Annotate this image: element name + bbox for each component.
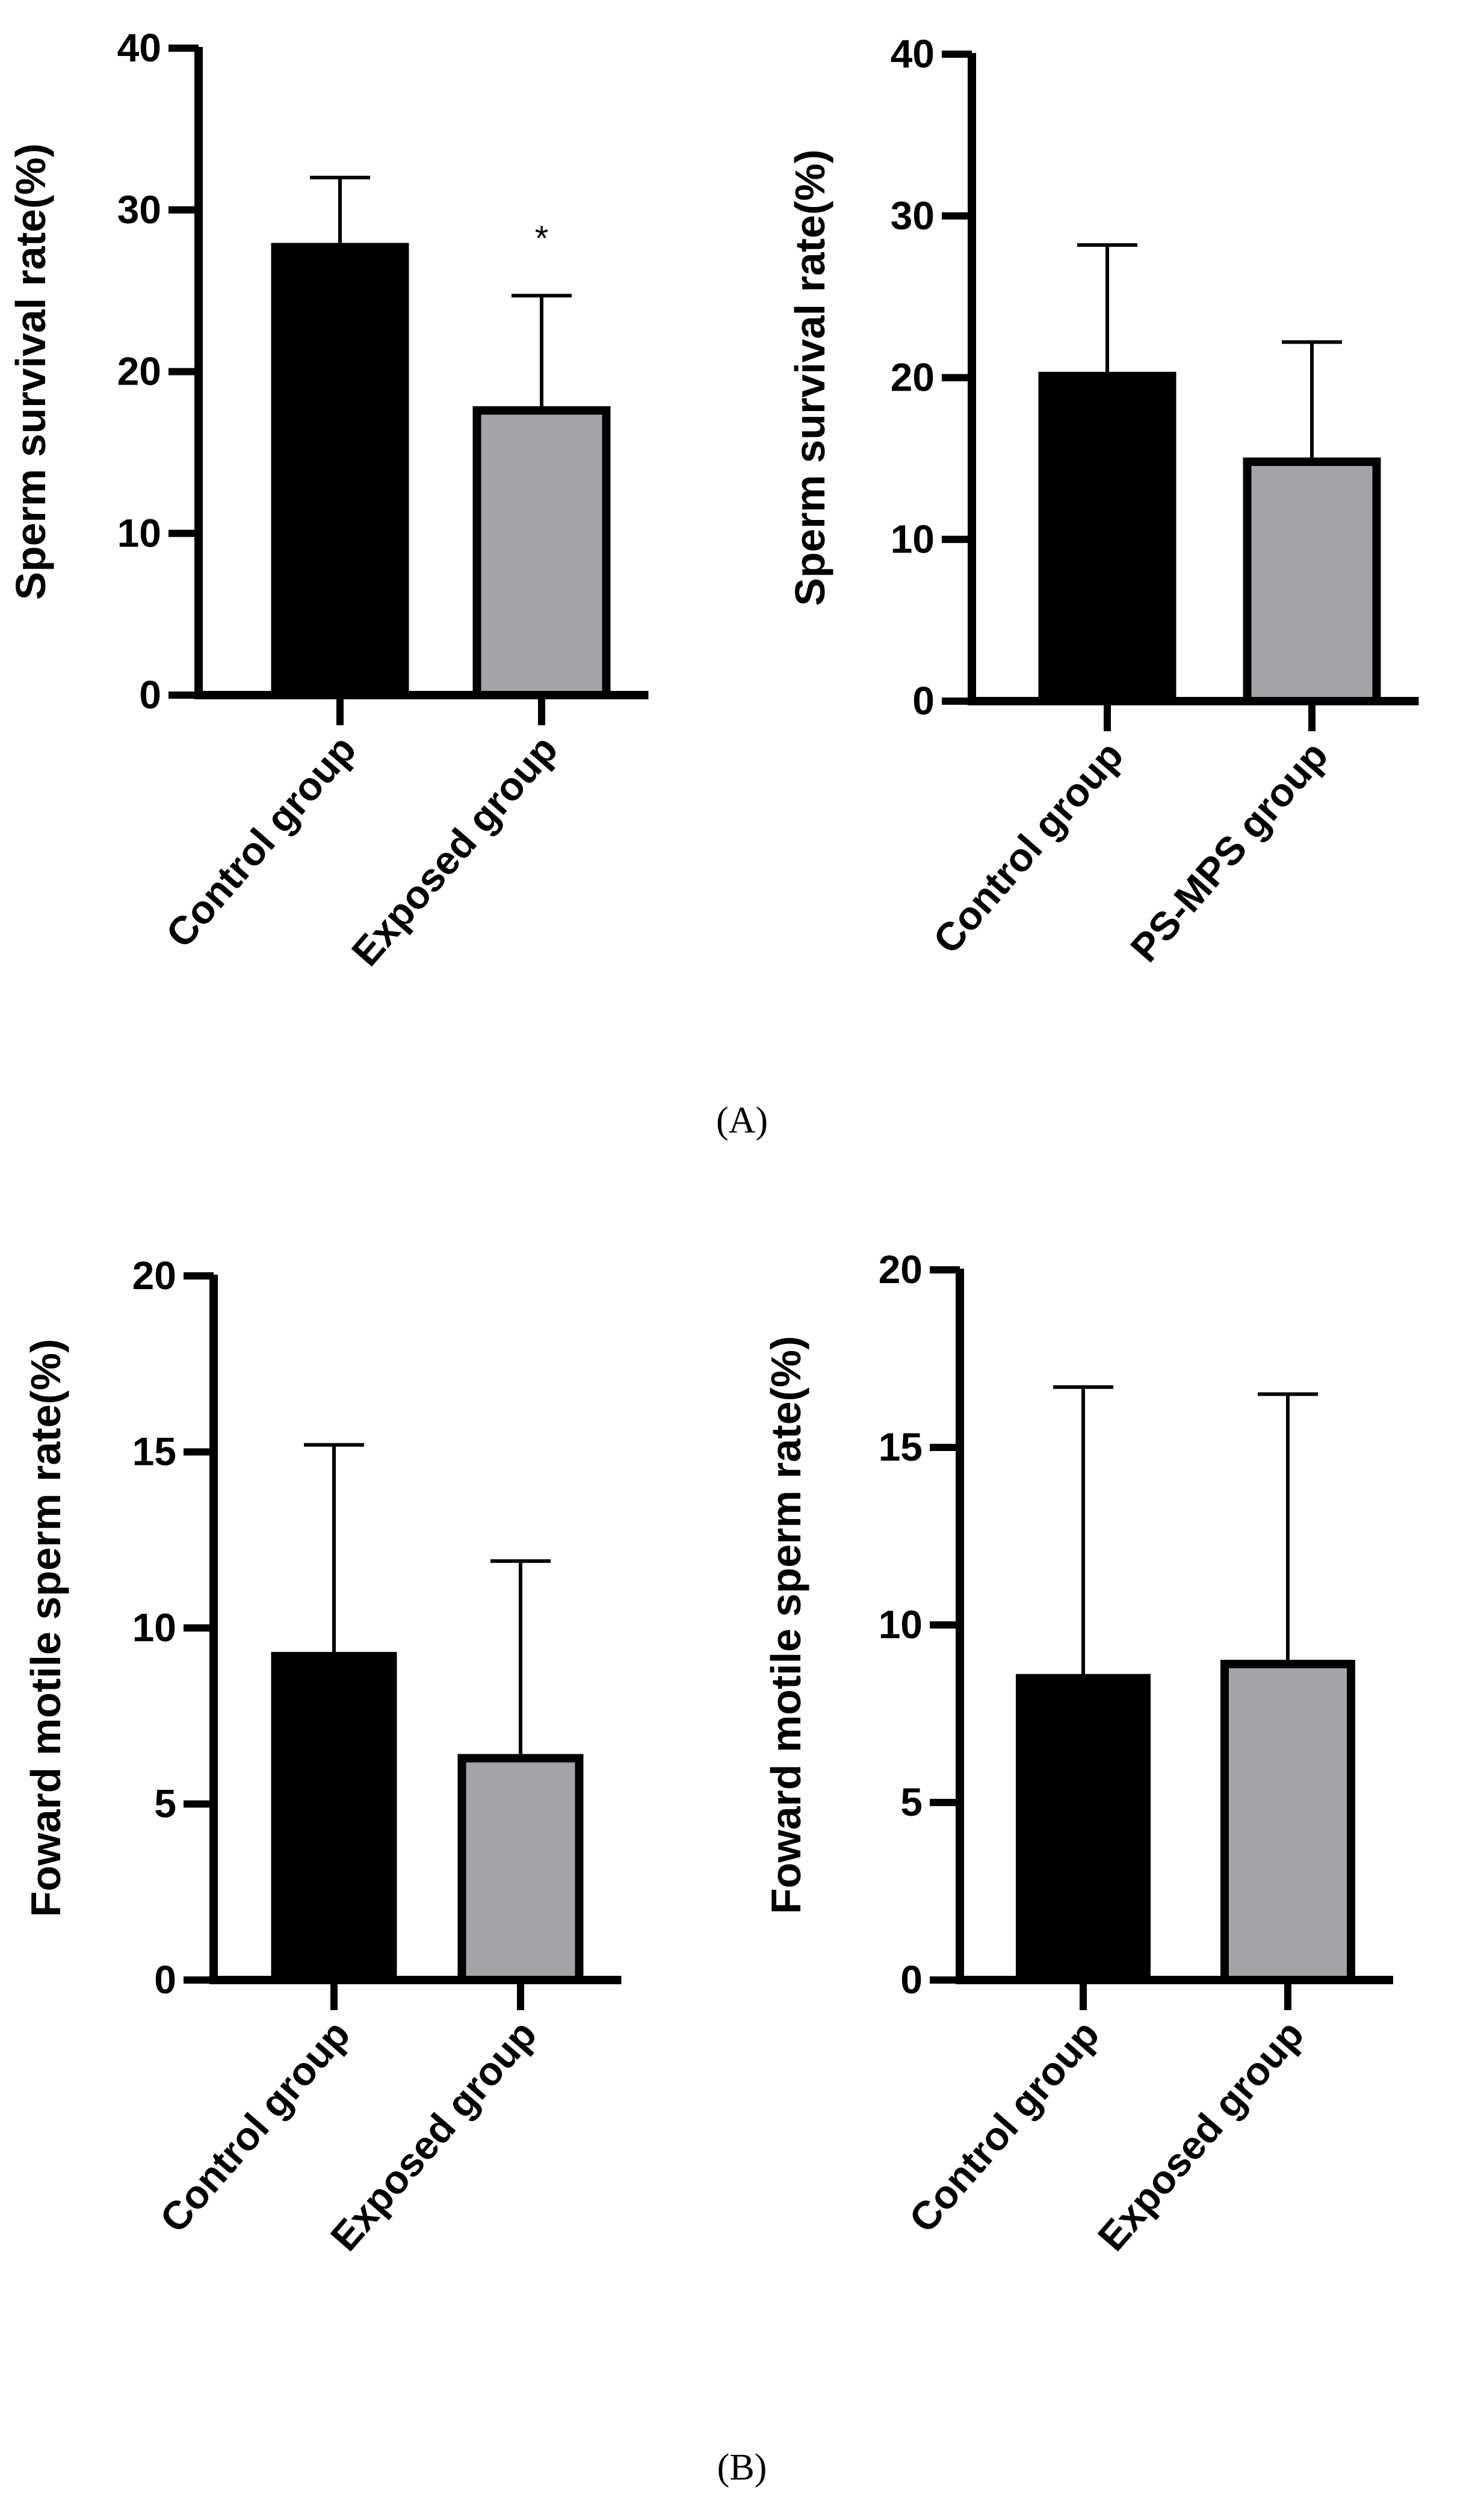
y-tick-label: 0: [900, 1957, 923, 2002]
y-tick-label: 20: [132, 1253, 176, 1298]
y-tick-label: 10: [891, 516, 935, 561]
y-tick-label: 5: [900, 1780, 923, 1824]
y-tick-label: 20: [879, 1247, 923, 1292]
y-tick-label: 0: [139, 672, 161, 717]
y-tick-label: 20: [117, 349, 161, 394]
y-tick-label: 0: [912, 678, 935, 723]
y-tick-label: 10: [879, 1602, 923, 1647]
bar-exposed-group: [457, 1754, 584, 1984]
significance-marker: *: [535, 219, 549, 258]
y-axis-title: Foward motile sperm rate(%): [762, 1336, 809, 1914]
y-tick-label: 20: [891, 355, 935, 400]
y-axis-title: Foward motile sperm rate(%): [22, 1339, 69, 1917]
y-tick-label: 40: [117, 25, 161, 70]
y-tick-label: 5: [154, 1781, 176, 1826]
bar-ps-mps-group: [1243, 457, 1381, 705]
y-axis-title: Sperm survival rate(%): [7, 143, 54, 600]
y-tick-label: 10: [132, 1605, 176, 1650]
bar-control-group: [271, 1651, 397, 1985]
bar-control-group: [1038, 371, 1176, 705]
y-tick-label: 15: [879, 1425, 923, 1469]
y-tick-label: 0: [154, 1957, 176, 2002]
bar-exposed-group: [472, 406, 611, 699]
panel-label-a: (A): [716, 1100, 768, 1141]
y-tick-label: 15: [132, 1429, 176, 1474]
y-axis-title: Sperm survival rate(%): [787, 149, 833, 606]
bar-control-group: [1016, 1674, 1151, 1984]
y-tick-label: 30: [891, 193, 935, 238]
bar-exposed-group: [1220, 1659, 1355, 1984]
y-tick-label: 40: [891, 31, 935, 76]
bar-control-group: [271, 243, 409, 699]
panel-label-b: (B): [717, 2447, 767, 2488]
y-tick-label: 30: [117, 187, 161, 232]
y-tick-label: 10: [117, 510, 161, 555]
